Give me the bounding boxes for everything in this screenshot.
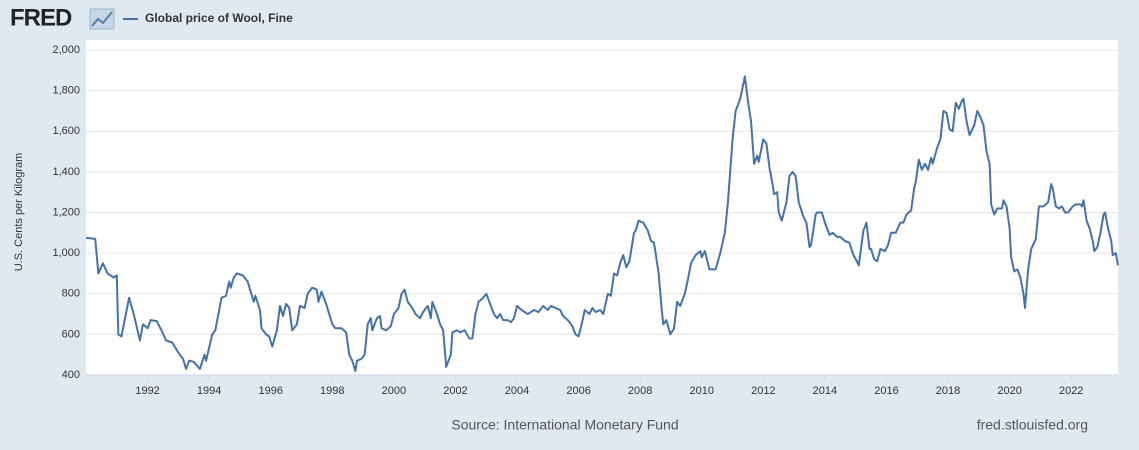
y-tick-label: 1,400 (52, 166, 80, 178)
data-line (85, 75, 1119, 372)
x-tick-label: 2022 (1059, 385, 1083, 397)
y-tick-label: 400 (62, 369, 80, 381)
logo-icon (89, 8, 115, 30)
source-note: Source: International Monetary Fund (451, 417, 678, 433)
x-tick-label: 2004 (505, 385, 529, 397)
x-tick-label: 2010 (690, 385, 714, 397)
x-tick-label: 2000 (382, 385, 406, 397)
x-tick-label: 2002 (443, 385, 467, 397)
y-tick-label: 600 (62, 328, 80, 340)
x-tick-label: 2006 (566, 385, 590, 397)
legend-label[interactable]: Global price of Wool, Fine (145, 11, 293, 25)
y-tick-label: 1,000 (52, 247, 80, 259)
y-tick-label: 1,200 (52, 206, 80, 218)
x-tick-label: 2018 (936, 385, 960, 397)
x-tick-label: 1998 (320, 385, 344, 397)
y-tick-label: 2,000 (52, 44, 80, 56)
site-credit[interactable]: fred.stlouisfed.org (977, 417, 1088, 433)
x-tick-label: 2016 (874, 385, 898, 397)
plot-area (86, 40, 1118, 375)
y-tick-label: 800 (62, 288, 80, 300)
x-tick-label: 1992 (135, 385, 159, 397)
x-tick-label: 2012 (751, 385, 775, 397)
x-tick-label: 2014 (813, 385, 837, 397)
x-tick-label: 2008 (628, 385, 652, 397)
y-tick-label: 1,800 (52, 85, 80, 97)
x-tick-label: 2020 (997, 385, 1021, 397)
logo[interactable]: FRED (10, 4, 73, 31)
x-tick-label: 1994 (197, 385, 221, 397)
x-tick-label: 1996 (258, 385, 282, 397)
y-tick-label: 1,600 (52, 125, 80, 137)
y-axis-title: U.S. Cents per Kilogram (13, 153, 25, 272)
